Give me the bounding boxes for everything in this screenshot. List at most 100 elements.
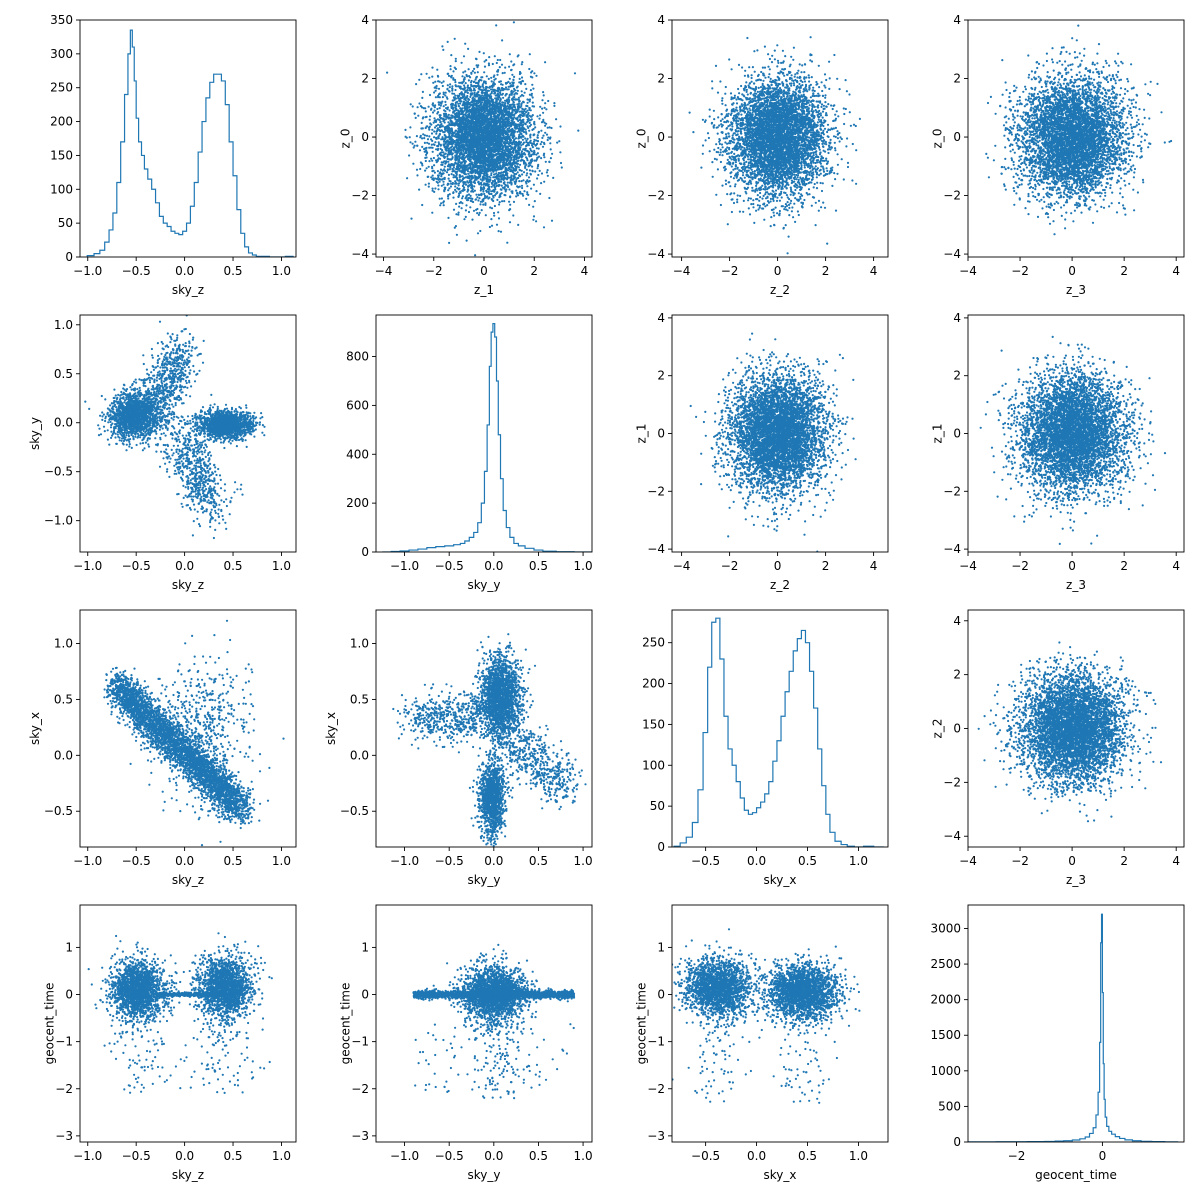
scatter-point bbox=[500, 171, 503, 174]
scatter-point bbox=[511, 121, 514, 124]
scatter-point bbox=[431, 189, 434, 192]
scatter-point bbox=[505, 120, 508, 123]
scatter-point bbox=[488, 104, 491, 107]
scatter-point bbox=[465, 144, 468, 147]
scatter-point bbox=[496, 120, 499, 123]
scatter-point bbox=[433, 171, 436, 174]
scatter-point bbox=[508, 188, 511, 191]
scatter-point bbox=[518, 100, 521, 103]
scatter-point bbox=[447, 189, 450, 192]
scatter-point bbox=[531, 105, 534, 108]
scatter-point bbox=[508, 181, 511, 184]
scatter-point bbox=[478, 111, 481, 114]
scatter-point bbox=[496, 191, 499, 194]
scatter-point bbox=[476, 167, 479, 170]
scatter-point bbox=[492, 89, 495, 93]
scatter-point bbox=[490, 80, 493, 83]
scatter-point bbox=[501, 72, 504, 75]
scatter-point bbox=[546, 174, 549, 177]
scatter-point bbox=[534, 170, 537, 173]
scatter-point bbox=[424, 159, 427, 163]
scatter-point bbox=[419, 105, 422, 108]
scatter-point bbox=[500, 184, 503, 187]
scatter-point bbox=[474, 161, 477, 164]
scatter-point bbox=[532, 215, 536, 218]
scatter-point bbox=[447, 150, 450, 154]
scatter-point bbox=[502, 114, 505, 117]
panel-0-0-plot-area bbox=[86, 29, 294, 257]
scatter-point bbox=[545, 171, 549, 174]
scatter-point bbox=[482, 129, 485, 132]
scatter-point bbox=[543, 106, 546, 109]
scatter-point bbox=[450, 153, 453, 156]
scatter-point bbox=[518, 148, 522, 151]
scatter-point bbox=[416, 174, 419, 177]
scatter-point bbox=[527, 117, 530, 120]
scatter-point bbox=[466, 91, 469, 94]
scatter-point bbox=[488, 56, 491, 59]
scatter-point bbox=[498, 94, 501, 97]
scatter-point bbox=[457, 132, 460, 135]
scatter-point bbox=[493, 105, 496, 108]
scatter-point bbox=[431, 211, 434, 214]
scatter-point bbox=[438, 92, 441, 95]
scatter-point bbox=[474, 254, 477, 257]
scatter-point bbox=[434, 104, 437, 107]
scatter-point bbox=[440, 178, 444, 181]
scatter-point bbox=[489, 125, 493, 128]
scatter-point bbox=[438, 107, 441, 110]
scatter-point bbox=[485, 189, 488, 192]
scatter-point bbox=[491, 164, 495, 167]
scatter-point bbox=[505, 158, 509, 162]
scatter-point bbox=[448, 241, 451, 244]
scatter-point bbox=[514, 180, 517, 183]
scatter-point bbox=[488, 94, 491, 98]
scatter-point bbox=[509, 139, 512, 142]
scatter-point bbox=[484, 203, 487, 206]
scatter-point bbox=[533, 149, 536, 152]
scatter-point bbox=[543, 142, 546, 146]
scatter-point bbox=[501, 134, 504, 137]
scatter-point bbox=[433, 130, 436, 133]
scatter-point bbox=[483, 140, 486, 143]
scatter-point bbox=[443, 131, 446, 134]
scatter-point bbox=[454, 78, 457, 82]
scatter-point bbox=[540, 172, 544, 175]
scatter-point bbox=[444, 103, 447, 106]
scatter-point bbox=[419, 161, 422, 164]
scatter-point bbox=[533, 72, 536, 75]
scatter-point bbox=[526, 172, 529, 175]
scatter-point bbox=[471, 218, 474, 221]
scatter-point bbox=[452, 70, 455, 73]
scatter-point bbox=[503, 88, 506, 91]
scatter-point bbox=[542, 111, 545, 114]
scatter-point bbox=[475, 104, 478, 107]
scatter-point bbox=[458, 194, 461, 197]
scatter-point bbox=[510, 98, 514, 101]
scatter-point bbox=[490, 207, 494, 210]
scatter-point bbox=[525, 168, 528, 171]
scatter-point bbox=[435, 120, 438, 123]
x-tick-label: 0.5 bbox=[223, 264, 242, 278]
scatter-point bbox=[438, 197, 441, 200]
scatter-point bbox=[500, 158, 504, 161]
scatter-point bbox=[520, 63, 523, 66]
scatter-point bbox=[498, 196, 501, 199]
scatter-point bbox=[500, 63, 504, 66]
scatter-point bbox=[546, 138, 549, 142]
scatter-point bbox=[518, 106, 521, 109]
scatter-point bbox=[455, 213, 458, 216]
scatter-point bbox=[540, 157, 543, 160]
scatter-point bbox=[510, 190, 513, 193]
scatter-point bbox=[490, 107, 493, 110]
scatter-point bbox=[406, 177, 409, 180]
scatter-point bbox=[461, 75, 464, 78]
scatter-point bbox=[447, 140, 451, 143]
scatter-point bbox=[477, 199, 480, 202]
scatter-point bbox=[434, 80, 437, 83]
scatter-point bbox=[490, 76, 493, 79]
scatter-point bbox=[440, 129, 443, 132]
scatter-point bbox=[512, 214, 515, 217]
scatter-point bbox=[452, 191, 455, 195]
scatter-point bbox=[483, 134, 487, 137]
